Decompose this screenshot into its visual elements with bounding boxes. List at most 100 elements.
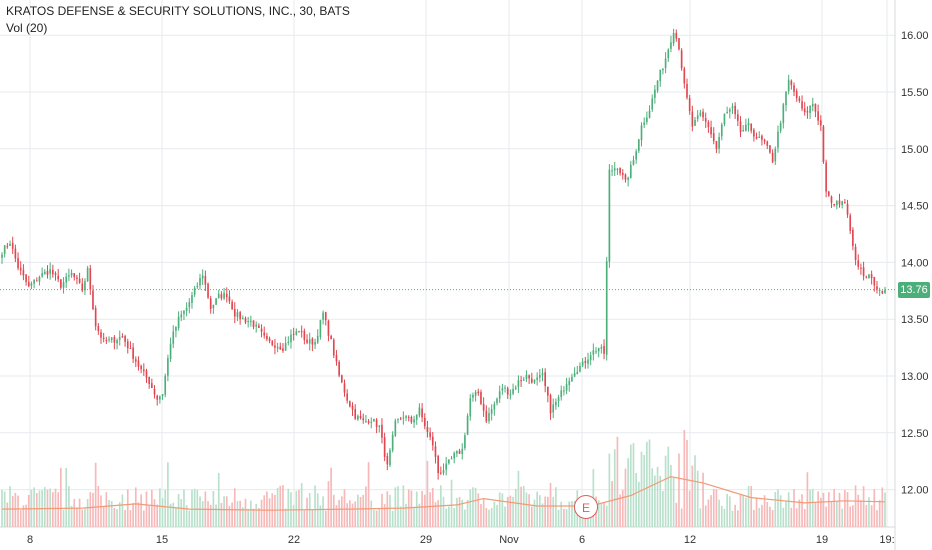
volume-bar bbox=[343, 489, 346, 527]
volume-bar bbox=[873, 489, 876, 527]
candle-body bbox=[402, 417, 405, 419]
candle-body bbox=[758, 136, 761, 138]
candle-body bbox=[629, 164, 632, 178]
candle-body bbox=[92, 290, 94, 310]
volume-bar bbox=[14, 492, 17, 527]
volume-bar bbox=[76, 507, 78, 527]
candle-body bbox=[723, 113, 726, 125]
candle-body bbox=[731, 106, 734, 109]
volume-bar bbox=[78, 498, 81, 527]
candle-body bbox=[613, 168, 616, 171]
candle-body bbox=[397, 419, 399, 421]
volume-bar bbox=[6, 502, 9, 527]
candle-body bbox=[70, 272, 73, 276]
volume-bar bbox=[394, 487, 397, 527]
candle-body bbox=[549, 395, 552, 414]
chart-legend: KRATOS DEFENSE & SECURITY SOLUTIONS, INC… bbox=[6, 3, 350, 37]
candle-body bbox=[737, 114, 739, 121]
candle-body bbox=[292, 333, 295, 335]
volume-bar bbox=[667, 446, 670, 527]
volume-bar bbox=[680, 508, 683, 527]
volume-bar bbox=[161, 498, 164, 527]
candle-body bbox=[654, 89, 656, 98]
candle-body bbox=[65, 276, 68, 283]
candle-body bbox=[196, 285, 199, 288]
candle-body bbox=[306, 339, 308, 343]
volume-bar bbox=[172, 502, 175, 527]
candle-body bbox=[710, 127, 712, 135]
volume-bar bbox=[710, 495, 712, 527]
volume-bar bbox=[517, 470, 520, 527]
candle-body bbox=[314, 341, 316, 345]
volume-bar bbox=[552, 496, 555, 527]
candle-body bbox=[841, 201, 844, 206]
candle-body bbox=[747, 122, 750, 126]
candle-body bbox=[592, 350, 595, 355]
candle-body bbox=[370, 421, 373, 423]
volume-indicator-label[interactable]: Vol (20) bbox=[6, 21, 48, 35]
candle-body bbox=[584, 361, 587, 363]
volume-bar bbox=[466, 499, 469, 527]
candle-body bbox=[640, 125, 643, 141]
volume-bar bbox=[84, 508, 86, 527]
candle-body bbox=[434, 446, 437, 457]
candle-body bbox=[239, 312, 241, 320]
candle-body bbox=[525, 374, 528, 379]
candle-body bbox=[827, 191, 830, 196]
earnings-marker-icon[interactable]: E bbox=[574, 495, 598, 519]
candle-body bbox=[207, 283, 209, 298]
candle-body bbox=[619, 167, 621, 174]
volume-bar bbox=[169, 503, 172, 527]
volume-bar bbox=[89, 492, 92, 527]
candle-body bbox=[290, 334, 292, 343]
candle-body bbox=[108, 339, 110, 341]
candle-body bbox=[11, 242, 14, 249]
candle-body bbox=[712, 133, 715, 142]
candle-body bbox=[57, 275, 60, 280]
volume-bar bbox=[217, 472, 220, 527]
volume-bar bbox=[287, 488, 290, 527]
candle-body bbox=[456, 450, 458, 454]
volume-bar bbox=[418, 503, 421, 527]
volume-bar bbox=[346, 503, 349, 527]
volume-bar bbox=[862, 486, 865, 527]
volume-bar bbox=[137, 502, 140, 527]
volume-bar bbox=[632, 443, 635, 527]
volume-bar bbox=[844, 490, 846, 527]
candle-body bbox=[349, 401, 351, 407]
volume-bar bbox=[233, 488, 236, 527]
candle-body bbox=[351, 405, 354, 410]
candle-body bbox=[806, 111, 809, 113]
volume-bar bbox=[159, 488, 161, 527]
volume-bar bbox=[126, 489, 129, 527]
volume-bar bbox=[225, 496, 228, 527]
candle-body bbox=[605, 261, 608, 355]
volume-bar bbox=[571, 501, 573, 527]
x-tick-label: 8 bbox=[27, 534, 33, 546]
volume-bar bbox=[541, 503, 544, 527]
candle-body bbox=[496, 398, 498, 404]
candle-body bbox=[579, 365, 581, 372]
candle-body bbox=[506, 388, 509, 395]
candle-body bbox=[825, 162, 827, 192]
candle-body bbox=[621, 173, 624, 176]
volume-bar bbox=[456, 497, 458, 527]
candle-body bbox=[142, 369, 145, 372]
volume-bar bbox=[643, 455, 646, 527]
candle-body bbox=[437, 456, 439, 474]
candle-body bbox=[675, 32, 678, 39]
candle-body bbox=[228, 296, 231, 302]
volume-bar bbox=[514, 488, 517, 527]
volume-bar bbox=[528, 494, 530, 527]
volume-bar bbox=[228, 505, 231, 527]
volume-bar bbox=[718, 499, 720, 527]
volume-bar bbox=[603, 503, 605, 527]
volume-bar bbox=[330, 467, 332, 527]
candle-body bbox=[17, 257, 19, 269]
volume-bar bbox=[664, 455, 667, 527]
volume-bar bbox=[520, 486, 522, 527]
candle-body bbox=[188, 302, 191, 308]
candle-body bbox=[252, 320, 255, 327]
volume-bar bbox=[624, 468, 627, 527]
